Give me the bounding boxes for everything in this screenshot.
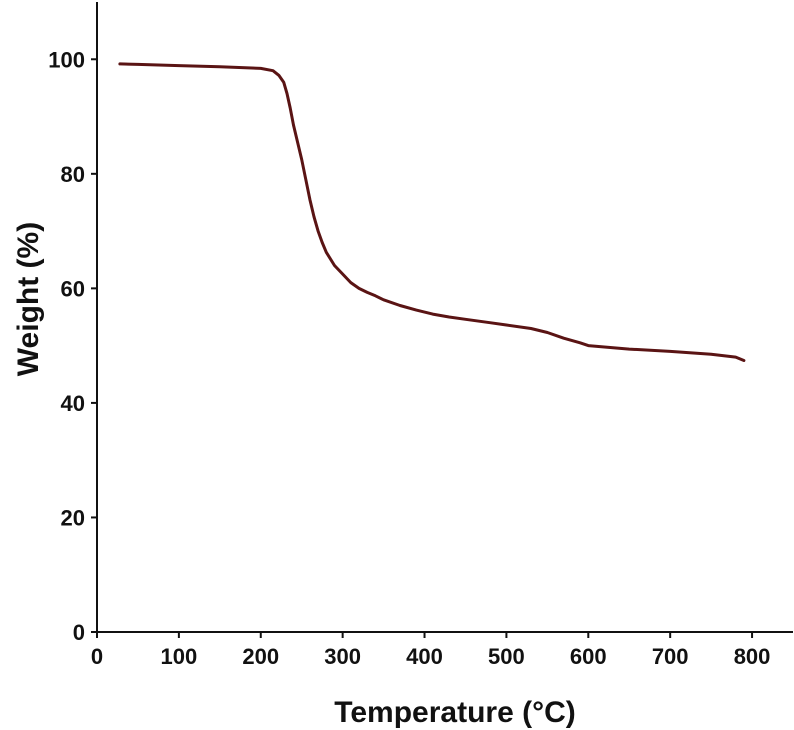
y-tick-label: 0 [73, 620, 85, 645]
x-tick-label: 0 [91, 644, 103, 669]
series-line-0 [118, 62, 746, 362]
y-tick-label: 60 [61, 276, 85, 301]
x-tick-label: 400 [406, 644, 443, 669]
x-axis-title: Temperature (°C) [334, 696, 575, 729]
axes [96, 2, 793, 633]
x-tick-label: 200 [242, 644, 279, 669]
x-tick-label: 800 [734, 644, 771, 669]
x-tick-label: 500 [488, 644, 525, 669]
x-tick-label: 600 [570, 644, 607, 669]
y-axis-title: Weight (%) [12, 222, 45, 376]
y-tick-label: 20 [61, 505, 85, 530]
x-tick-label: 700 [652, 644, 689, 669]
x-tick-label: 100 [161, 644, 198, 669]
x-tick-label: 300 [324, 644, 361, 669]
y-tick-label: 80 [61, 162, 85, 187]
y-tick-label: 40 [61, 391, 85, 416]
ticks: 0 100 200 300 400 500 600 700 800 0 20 40 60 80 100 [48, 47, 770, 669]
y-tick-label: 100 [48, 47, 85, 72]
series-group [118, 62, 746, 362]
